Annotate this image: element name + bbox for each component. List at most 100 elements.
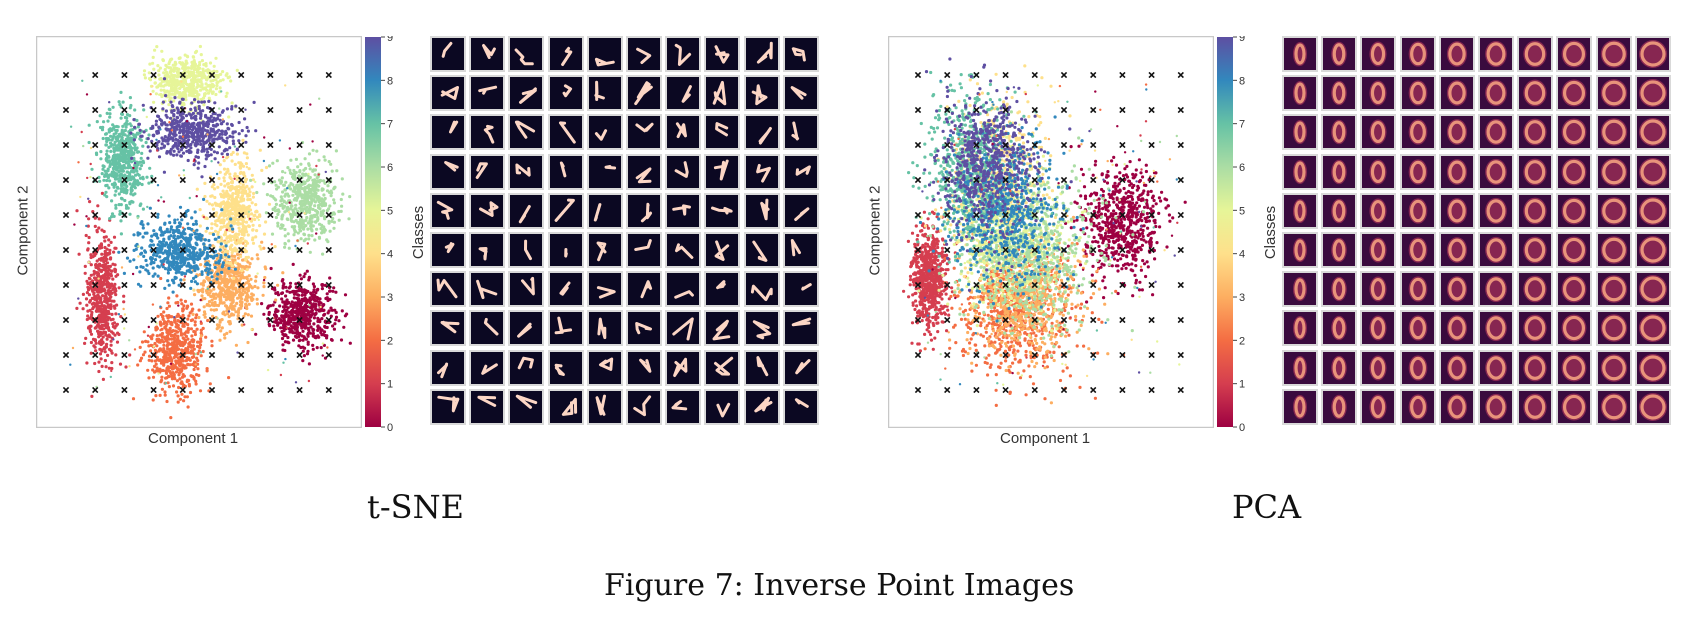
scatter-point: [125, 170, 129, 174]
scatter-point: [187, 93, 191, 97]
scatter-point: [139, 222, 143, 226]
scatter-point: [101, 125, 105, 129]
scatter-point: [166, 319, 170, 323]
scatter-point: [225, 91, 229, 95]
scatter-point: [226, 285, 230, 289]
scatter-point: [169, 252, 174, 256]
scatter-point: [226, 169, 230, 173]
scatter-point: [224, 249, 228, 253]
scatter-point: [312, 185, 317, 190]
scatter-point: [313, 204, 317, 208]
scatter-point: [335, 169, 339, 173]
scatter-point: [240, 302, 244, 306]
scatter-point: [227, 255, 231, 259]
scatter-point: [171, 290, 175, 294]
scatter-point: [200, 175, 204, 179]
scatter-point: [159, 88, 163, 92]
scatter-point: [202, 305, 206, 309]
scatter-point: [321, 209, 326, 213]
scatter-point: [156, 274, 160, 278]
scatter-point: [181, 308, 185, 312]
scatter-point: [155, 85, 159, 89]
scatter-point: [237, 120, 241, 125]
scatter-point: [87, 140, 91, 145]
scatter-point: [179, 264, 183, 268]
scatter-point: [307, 178, 311, 182]
scatter-point: [104, 282, 108, 286]
scatter-point: [195, 85, 199, 89]
scatter-point: [309, 224, 313, 228]
scatter-point: [243, 298, 247, 302]
scatter-point: [348, 195, 352, 199]
scatter-point: [97, 308, 101, 312]
scatter-point: [203, 181, 207, 185]
scatter-point: [205, 199, 209, 203]
scatter-point: [137, 122, 141, 126]
scatter-point: [208, 61, 213, 65]
scatter-point: [228, 274, 232, 278]
scatter-point: [318, 297, 322, 301]
scatter-point: [287, 286, 291, 290]
scatter-point: [212, 287, 216, 291]
scatter-point: [341, 192, 345, 196]
scatter-point: [138, 128, 142, 132]
scatter-point: [320, 225, 325, 229]
scatter-point: [301, 359, 305, 363]
scatter-point: [254, 275, 258, 279]
scatter-point: [215, 277, 219, 281]
scatter-point: [225, 236, 229, 240]
scatter-point: [231, 283, 235, 287]
scatter-point: [237, 226, 241, 230]
scatter-point: [120, 184, 124, 188]
scatter-point: [141, 226, 145, 230]
scatter-point: [85, 361, 89, 365]
scatter-point: [245, 294, 249, 298]
scatter-point: [189, 349, 193, 353]
scatter-point: [166, 279, 170, 283]
scatter-point: [155, 334, 159, 338]
scatter-point: [234, 200, 238, 204]
scatter-point: [262, 285, 266, 289]
scatter-point: [255, 190, 259, 195]
scatter-point: [199, 142, 203, 146]
scatter-point: [304, 198, 308, 203]
scatter-point: [307, 162, 311, 166]
scatter-point: [193, 75, 197, 79]
scatter-point: [87, 293, 91, 297]
scatter-point: [265, 193, 269, 197]
scatter-point: [199, 337, 203, 341]
scatter-point: [175, 314, 179, 318]
scatter-point: [246, 279, 251, 283]
scatter-point: [254, 235, 258, 239]
scatter-point: [160, 387, 164, 391]
scatter-point: [220, 122, 224, 126]
scatter-point: [246, 233, 250, 237]
scatter-point: [186, 317, 190, 321]
scatter-point: [165, 376, 169, 380]
scatter-point: [109, 141, 113, 145]
scatter-point: [163, 230, 167, 235]
scatter-point: [87, 241, 91, 245]
scatter-point: [122, 294, 126, 298]
scatter-point: [251, 228, 255, 232]
scatter-point: [332, 198, 336, 202]
scatter-point: [116, 186, 120, 190]
scatter-point: [103, 346, 107, 351]
scatter-point: [196, 78, 200, 82]
scatter-point: [190, 101, 194, 105]
scatter-point: [235, 204, 239, 208]
scatter-point: [298, 218, 302, 222]
scatter-point: [166, 255, 170, 259]
scatter-point: [107, 327, 111, 331]
scatter-point: [195, 327, 199, 331]
scatter-point: [323, 312, 327, 316]
scatter-point: [191, 222, 196, 226]
scatter-point: [307, 233, 311, 237]
scatter-point: [175, 353, 179, 357]
scatter-point: [249, 178, 253, 182]
scatter-point: [244, 244, 248, 248]
scatter-point: [189, 344, 193, 348]
scatter-point: [280, 214, 284, 218]
scatter-point: [215, 257, 219, 261]
scatter-point: [91, 307, 95, 311]
